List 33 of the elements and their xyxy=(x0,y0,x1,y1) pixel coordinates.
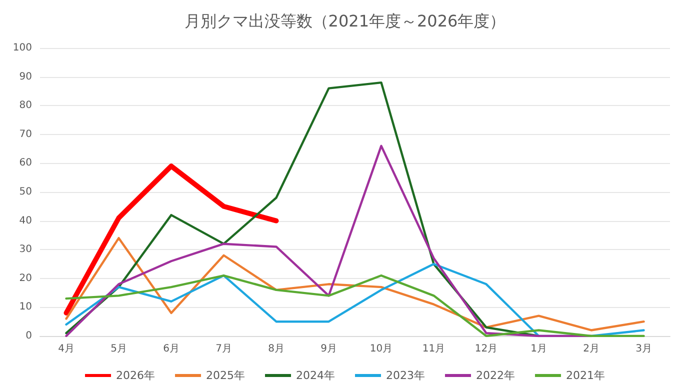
legend-label: 2023年 xyxy=(386,369,425,382)
x-tick-label: 7月 xyxy=(216,344,232,354)
x-tick-label: 6月 xyxy=(163,344,180,354)
y-tick-label: 80 xyxy=(19,100,32,112)
x-tick-label: 2月 xyxy=(583,344,600,354)
y-tick-label: 20 xyxy=(19,272,32,284)
x-tick-label: 5月 xyxy=(110,344,127,354)
x-tick-label: 11月 xyxy=(422,344,446,354)
y-tick-label: 10 xyxy=(19,302,32,313)
x-tick-label: 12月 xyxy=(474,344,498,354)
line-series xyxy=(65,236,645,332)
y-tick-label: 70 xyxy=(19,128,32,140)
line-series xyxy=(65,274,645,338)
legend-label: 2026年 xyxy=(116,369,156,382)
y-tick-label: 50 xyxy=(19,186,32,198)
x-tick-label: 3月 xyxy=(636,344,652,354)
x-tick-label: 8月 xyxy=(268,344,284,354)
line-series xyxy=(65,262,645,338)
chart-title: 月別クマ出没等数（2021年度～2026年度） xyxy=(184,12,506,30)
y-tick-label: 30 xyxy=(19,244,32,256)
legend-label: 2021年 xyxy=(566,369,605,382)
y-tick-label: 60 xyxy=(19,158,32,169)
legend-label: 2025年 xyxy=(206,369,246,382)
y-tick-label: 40 xyxy=(19,215,32,226)
legend-label: 2022年 xyxy=(476,369,515,382)
legend-label: 2024年 xyxy=(296,369,336,382)
x-tick-label: 4月 xyxy=(58,344,74,354)
y-tick-label: 100 xyxy=(12,42,32,54)
y-tick-label: 90 xyxy=(19,71,32,82)
x-tick-label: 9月 xyxy=(320,344,337,354)
x-tick-label: 1月 xyxy=(530,344,547,354)
y-tick-label: 0 xyxy=(26,330,32,342)
x-tick-label: 10月 xyxy=(370,344,393,354)
